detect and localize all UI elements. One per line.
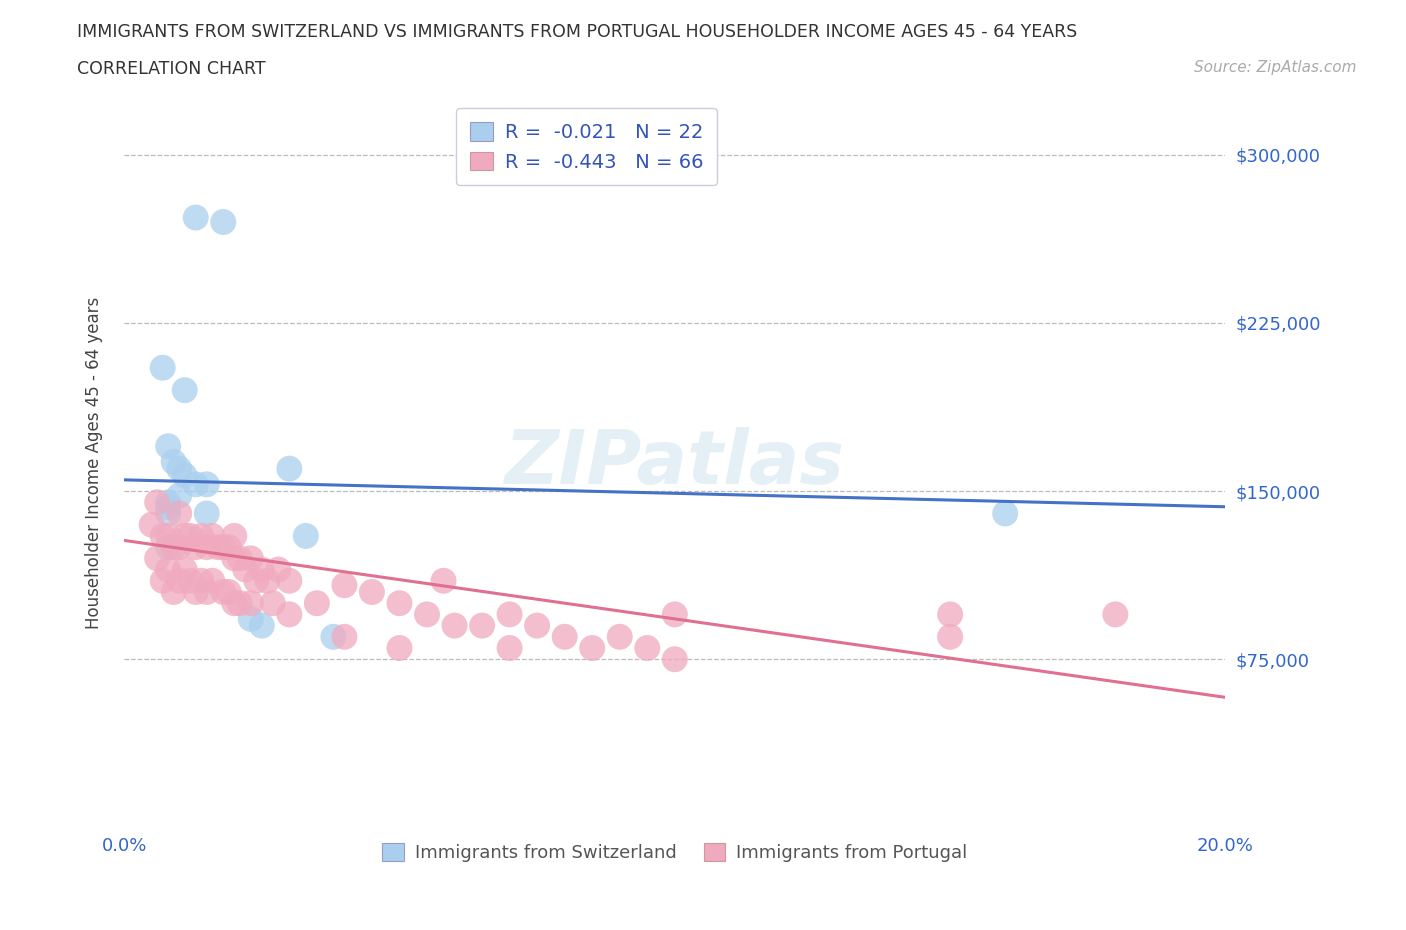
Point — [195, 585, 218, 600]
Point — [212, 215, 235, 230]
Point — [212, 539, 235, 554]
Point — [157, 499, 180, 514]
Point — [498, 607, 520, 622]
Point — [157, 562, 180, 577]
Point — [939, 630, 962, 644]
Point — [229, 596, 252, 611]
Point — [664, 607, 686, 622]
Point — [201, 528, 224, 543]
Point — [443, 618, 465, 633]
Point — [163, 585, 186, 600]
Point — [212, 585, 235, 600]
Point — [416, 607, 439, 622]
Point — [146, 551, 169, 565]
Point — [609, 630, 631, 644]
Point — [471, 618, 494, 633]
Point — [167, 488, 190, 503]
Point — [305, 596, 328, 611]
Point — [167, 539, 190, 554]
Text: IMMIGRANTS FROM SWITZERLAND VS IMMIGRANTS FROM PORTUGAL HOUSEHOLDER INCOME AGES : IMMIGRANTS FROM SWITZERLAND VS IMMIGRANT… — [77, 23, 1077, 41]
Point — [239, 596, 262, 611]
Point — [157, 495, 180, 510]
Point — [224, 551, 246, 565]
Point — [152, 573, 174, 588]
Point — [939, 607, 962, 622]
Point — [1104, 607, 1126, 622]
Point — [152, 360, 174, 375]
Point — [994, 506, 1017, 521]
Text: ZIPatlas: ZIPatlas — [505, 427, 845, 499]
Point — [157, 539, 180, 554]
Point — [173, 383, 195, 398]
Point — [224, 528, 246, 543]
Point — [333, 578, 356, 592]
Point — [361, 585, 384, 600]
Point — [218, 539, 240, 554]
Point — [152, 528, 174, 543]
Point — [554, 630, 576, 644]
Point — [388, 596, 411, 611]
Point — [201, 573, 224, 588]
Text: Source: ZipAtlas.com: Source: ZipAtlas.com — [1194, 60, 1357, 75]
Point — [278, 607, 301, 622]
Point — [245, 573, 267, 588]
Point — [432, 573, 454, 588]
Point — [322, 630, 344, 644]
Point — [267, 562, 290, 577]
Point — [167, 461, 190, 476]
Point — [190, 528, 212, 543]
Point — [157, 528, 180, 543]
Point — [157, 439, 180, 454]
Point — [239, 611, 262, 626]
Point — [581, 641, 603, 656]
Point — [141, 517, 163, 532]
Point — [207, 539, 229, 554]
Point — [218, 585, 240, 600]
Point — [173, 468, 195, 483]
Point — [184, 585, 207, 600]
Point — [278, 461, 301, 476]
Point — [664, 652, 686, 667]
Point — [184, 477, 207, 492]
Point — [262, 596, 284, 611]
Point — [184, 210, 207, 225]
Point — [498, 641, 520, 656]
Point — [250, 562, 273, 577]
Point — [233, 562, 256, 577]
Point — [173, 528, 195, 543]
Point — [146, 495, 169, 510]
Point — [224, 596, 246, 611]
Text: CORRELATION CHART: CORRELATION CHART — [77, 60, 266, 78]
Point — [173, 562, 195, 577]
Point — [190, 573, 212, 588]
Point — [636, 641, 658, 656]
Point — [295, 528, 318, 543]
Point — [179, 573, 201, 588]
Point — [256, 573, 278, 588]
Point — [163, 455, 186, 470]
Point — [278, 573, 301, 588]
Point — [163, 539, 186, 554]
Legend: Immigrants from Switzerland, Immigrants from Portugal: Immigrants from Switzerland, Immigrants … — [375, 836, 974, 870]
Point — [195, 477, 218, 492]
Point — [195, 506, 218, 521]
Point — [229, 551, 252, 565]
Point — [167, 573, 190, 588]
Point — [333, 630, 356, 644]
Point — [388, 641, 411, 656]
Point — [250, 618, 273, 633]
Y-axis label: Householder Income Ages 45 - 64 years: Householder Income Ages 45 - 64 years — [86, 297, 103, 630]
Point — [239, 551, 262, 565]
Point — [179, 528, 201, 543]
Point — [526, 618, 548, 633]
Point — [167, 506, 190, 521]
Point — [184, 539, 207, 554]
Point — [157, 506, 180, 521]
Point — [195, 539, 218, 554]
